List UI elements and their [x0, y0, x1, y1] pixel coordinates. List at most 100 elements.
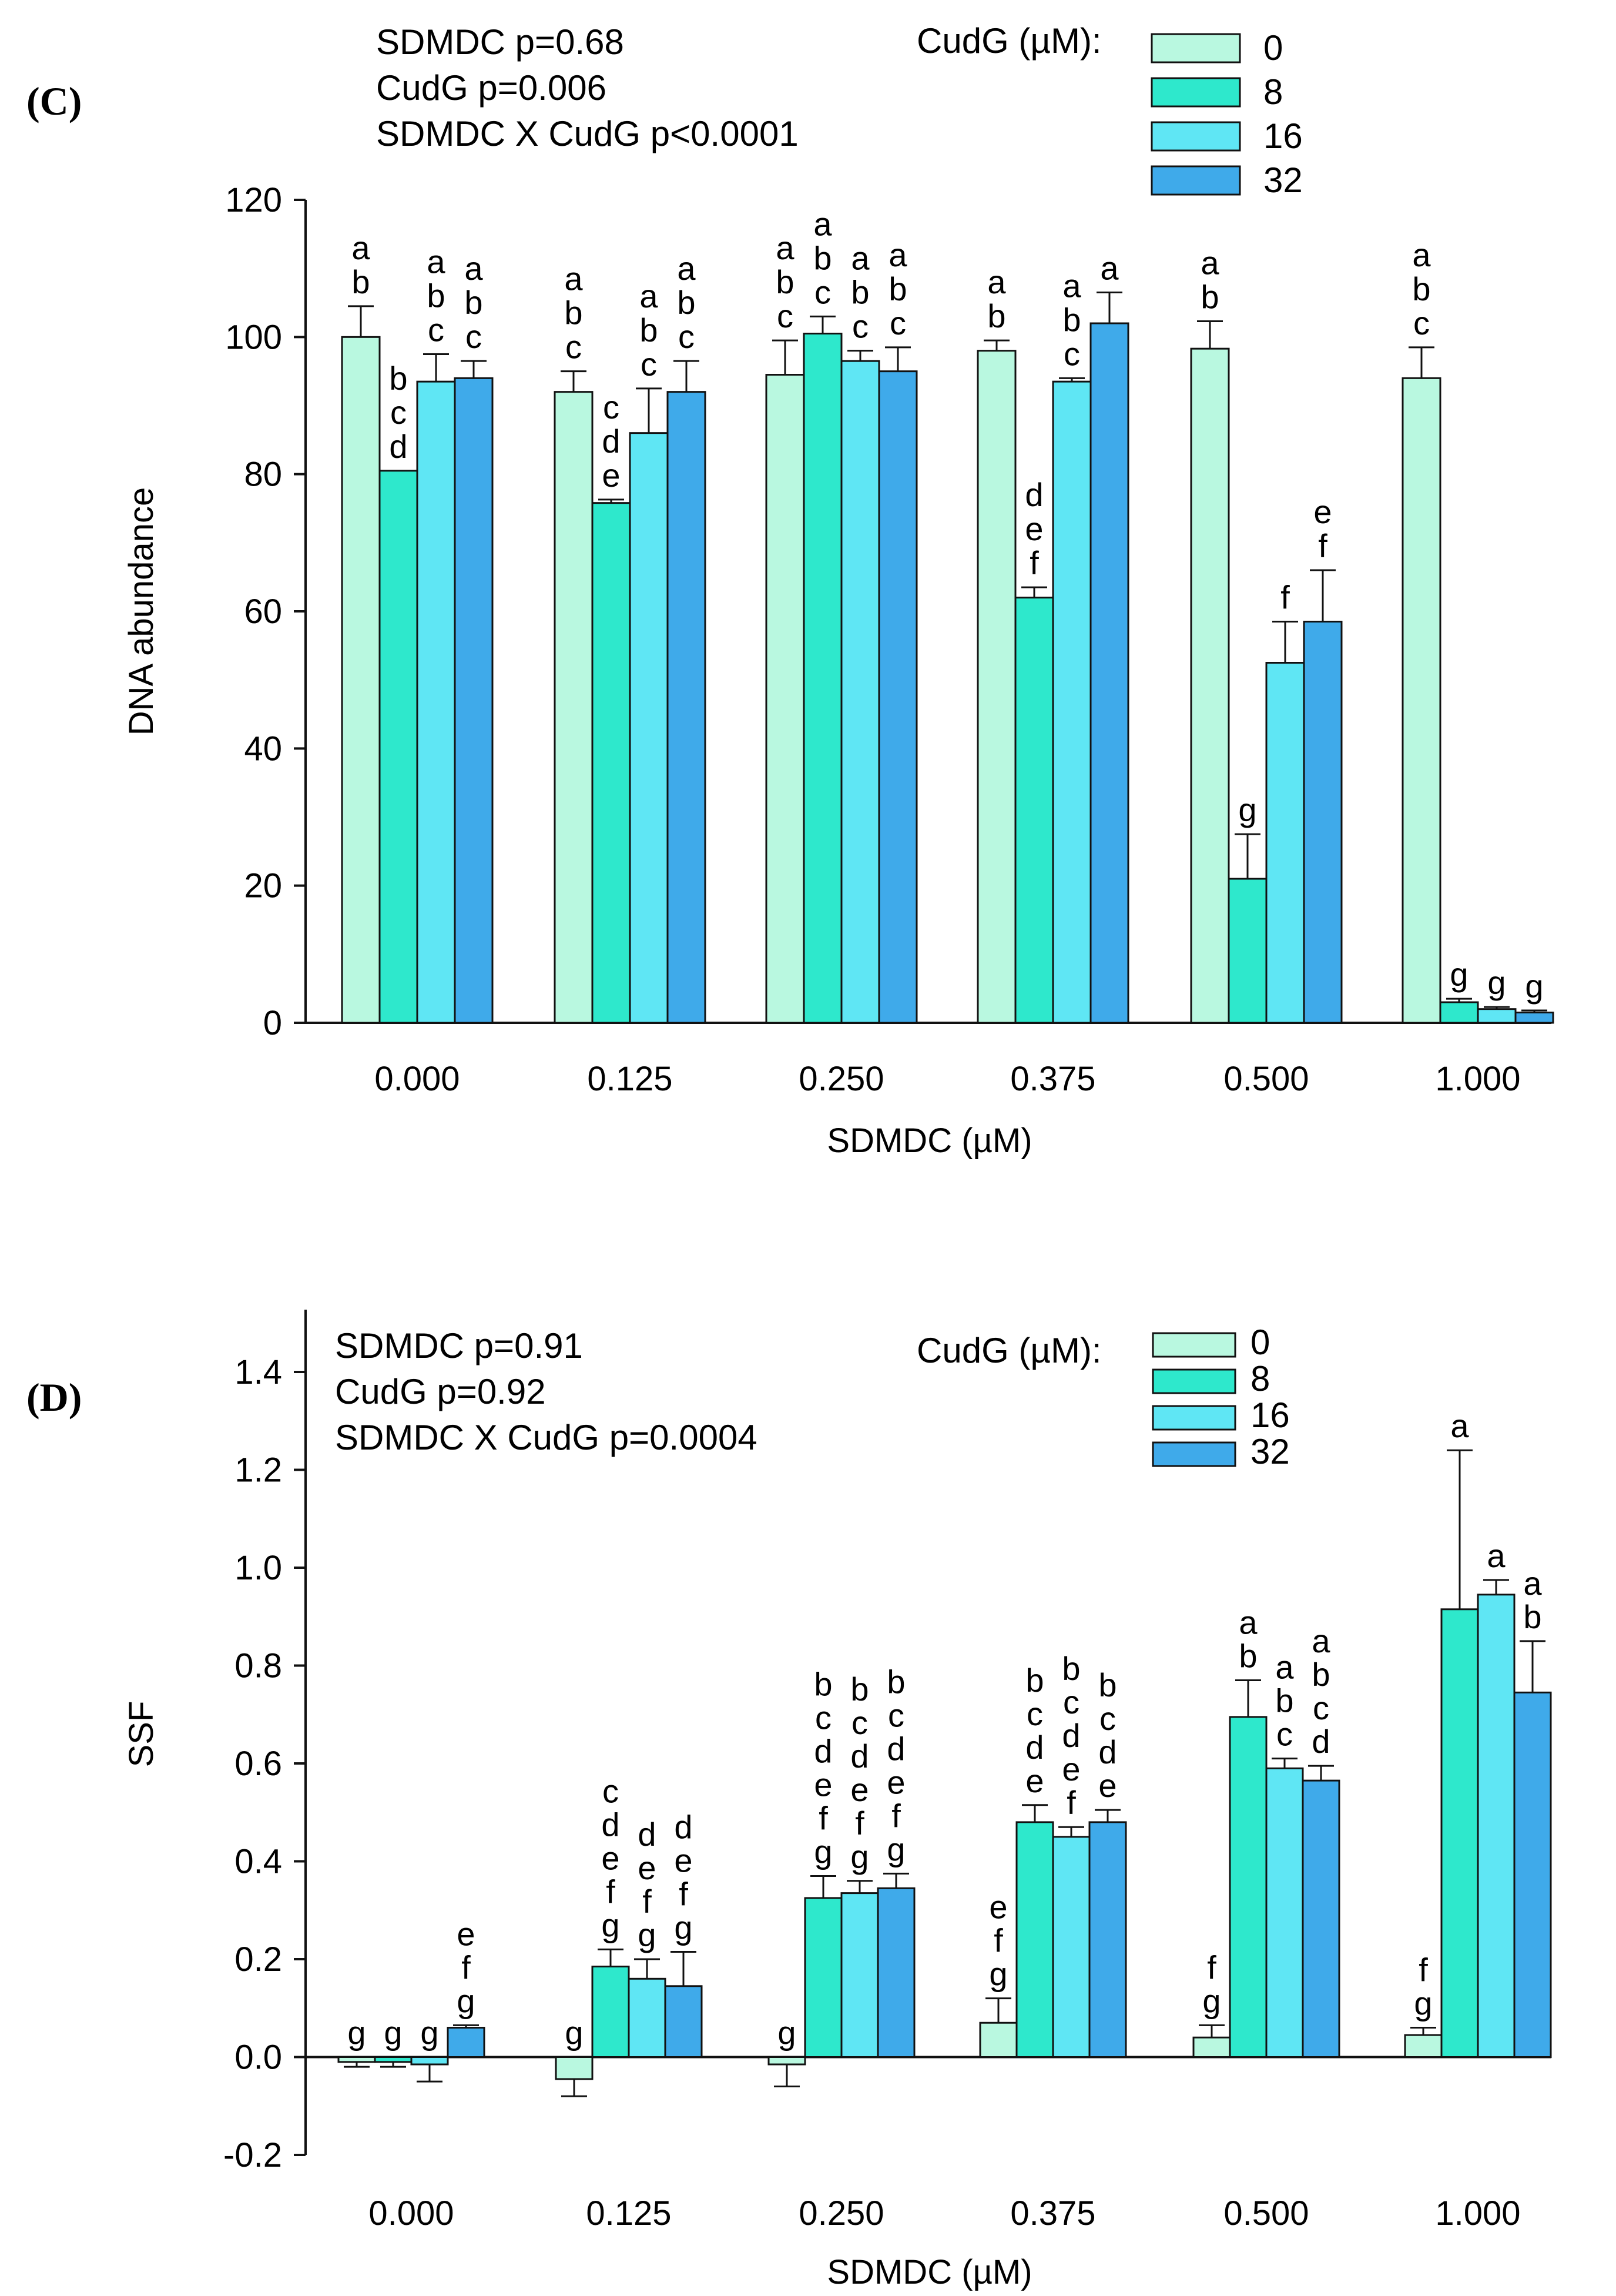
significance-letter: c	[641, 346, 657, 383]
significance-letter: b	[464, 284, 482, 321]
legend-label: 16	[1263, 116, 1303, 156]
x-tick-label: 0.250	[799, 1060, 884, 1098]
significance-letter: a	[889, 236, 907, 273]
significance-letter: e	[1098, 1767, 1117, 1804]
x-tick-label: 0.250	[799, 2194, 884, 2233]
significance-letter: b	[1062, 1650, 1080, 1687]
bar	[1302, 1779, 1340, 2058]
significance-letter: g	[638, 1916, 656, 1953]
bar	[1014, 597, 1054, 1024]
significance-letter: e	[638, 1849, 656, 1886]
x-tick-label: 1.000	[1435, 1060, 1520, 1098]
significance-letter: b	[1412, 270, 1430, 307]
significance-letter: b	[889, 270, 907, 307]
y-tick-label: 1.0	[234, 1549, 282, 1587]
bar	[1089, 322, 1129, 1024]
bar	[877, 1887, 916, 2059]
significance-letter: f	[1067, 1784, 1076, 1821]
significance-letter: g	[1202, 1982, 1221, 2019]
bar	[554, 391, 594, 1024]
significance-letter: e	[814, 1766, 832, 1803]
significance-letter: g	[601, 1906, 619, 1943]
significance-letter: b	[814, 1665, 832, 1702]
significance-letter: a	[464, 250, 483, 287]
bar	[1192, 2036, 1231, 2058]
x-tick-label: 0.000	[368, 2194, 454, 2233]
significance-letter: a	[1100, 250, 1119, 287]
significance-letter: f	[642, 1883, 652, 1920]
x-tick-label: 0.375	[1010, 1060, 1095, 1098]
significance-letter: c	[888, 1696, 904, 1733]
significance-letter: c	[1276, 1716, 1293, 1753]
significance-letter: b	[813, 239, 832, 276]
significance-letter: g	[1450, 956, 1468, 993]
x-axis-label: SDMDC (µM)	[827, 1122, 1032, 1160]
significance-letter: a	[1412, 236, 1431, 273]
bar	[1015, 1821, 1054, 2058]
significance-letter: f	[1318, 527, 1327, 564]
bar	[1440, 1608, 1479, 2058]
significance-letter: c	[851, 1704, 868, 1741]
significance-letter: a	[427, 243, 445, 280]
bar	[1514, 1012, 1554, 1024]
significance-letter: g	[887, 1830, 905, 1867]
significance-letter: g	[674, 1909, 692, 1946]
significance-letter: e	[887, 1763, 905, 1800]
significance-letter: d	[1025, 476, 1043, 513]
stats-line: CudG p=0.006	[376, 68, 606, 108]
bar	[591, 1965, 630, 2059]
significance-letter: g	[850, 1838, 869, 1875]
significance-letter: c	[390, 394, 407, 431]
significance-letter: d	[389, 428, 407, 465]
significance-letter: d	[1062, 1717, 1080, 1754]
significance-letter: a	[1523, 1565, 1542, 1602]
x-tick-label: 0.000	[374, 1060, 460, 1098]
significance-letter: g	[989, 1956, 1007, 1993]
bar	[454, 377, 494, 1024]
significance-letter: d	[887, 1730, 905, 1767]
y-tick-label: 80	[244, 456, 282, 494]
significance-letter: a	[1275, 1649, 1294, 1686]
significance-letter: c	[815, 1699, 832, 1736]
significance-letter: f	[1207, 1949, 1216, 1986]
significance-letter: e	[989, 1889, 1007, 1926]
significance-letter: f	[461, 1949, 471, 1986]
significance-letter: a	[1239, 1604, 1258, 1641]
bar	[1439, 1001, 1479, 1024]
significance-letter: b	[1025, 1662, 1044, 1699]
significance-letter: e	[1025, 1762, 1044, 1799]
x-tick-label: 0.375	[1010, 2194, 1095, 2233]
significance-letter: b	[1312, 1656, 1330, 1693]
bar	[765, 374, 805, 1024]
significance-letter: d	[602, 423, 620, 460]
bar	[1088, 1821, 1127, 2058]
significance-letter: g	[565, 2014, 583, 2051]
y-tick-label: 20	[244, 867, 282, 905]
significance-letter: c	[602, 1772, 619, 1809]
bar	[767, 2056, 806, 2066]
significance-letter: c	[777, 297, 793, 334]
y-tick-label: 1.4	[234, 1353, 282, 1391]
legend-swatch	[1152, 1441, 1236, 1467]
bar	[378, 470, 418, 1024]
stats-line: SDMDC p=0.68	[376, 22, 624, 62]
significance-letter: b	[987, 297, 1005, 334]
bar	[1228, 878, 1268, 1024]
significance-letter: c	[852, 308, 869, 345]
y-tick-label: -0.2	[223, 2136, 282, 2174]
significance-letter: e	[457, 1915, 475, 1952]
bar	[1404, 2034, 1443, 2059]
significance-letter: f	[994, 1922, 1003, 1959]
significance-letter: b	[677, 284, 695, 321]
stats-line: SDMDC p=0.91	[335, 1326, 583, 1365]
bar	[840, 1892, 879, 2059]
significance-letter: b	[564, 294, 582, 332]
significance-letter: e	[1062, 1751, 1080, 1788]
significance-letter: g	[1487, 964, 1506, 1001]
bar	[337, 2056, 376, 2063]
significance-letter: g	[420, 2014, 438, 2051]
y-tick-label: 40	[244, 729, 282, 768]
bar	[447, 2027, 485, 2059]
significance-letter: d	[601, 1806, 619, 1843]
bar	[1477, 1008, 1517, 1024]
